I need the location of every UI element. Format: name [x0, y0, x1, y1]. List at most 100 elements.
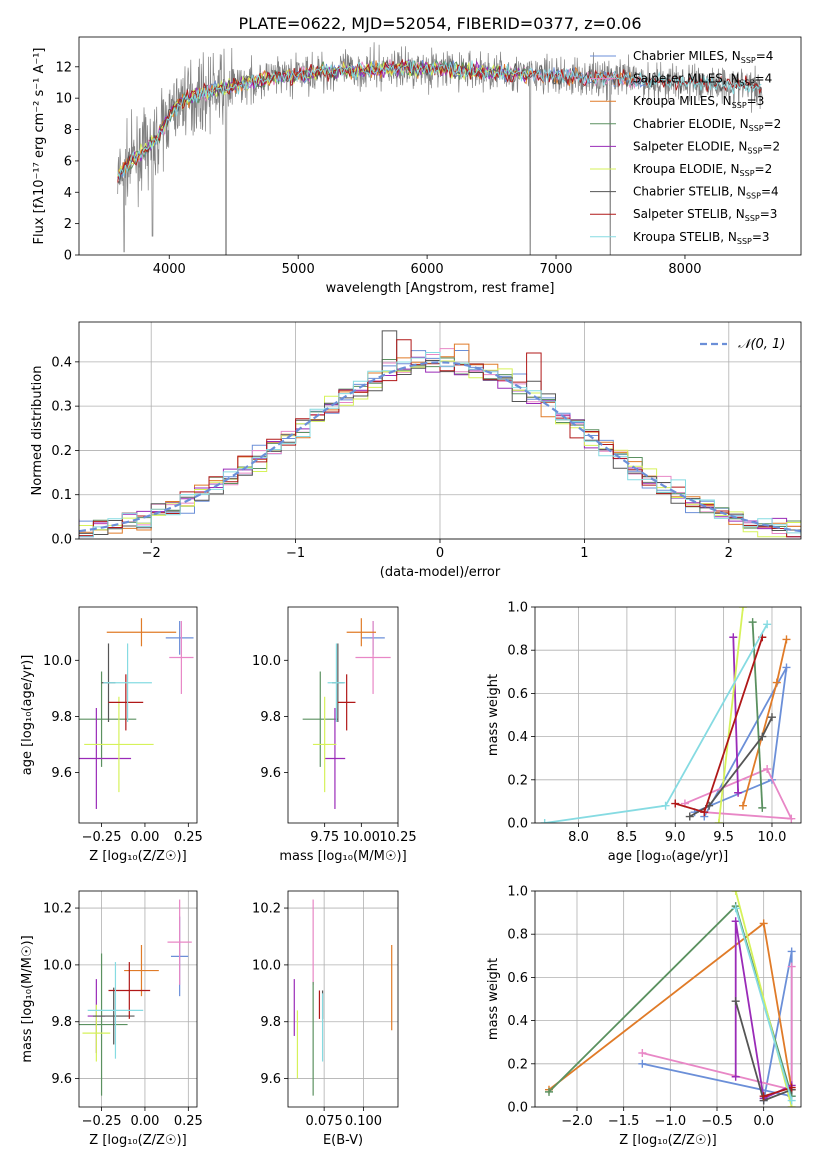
legend: Chabrier MILES, NSSP=4 Salpeter MILES, NS… [590, 49, 781, 246]
weight-marker-kroupa_stelib [787, 1096, 796, 1105]
figure-title: PLATE=0622, MJD=52054, FIBERID=0377, z=0… [238, 14, 641, 33]
y-tick-label: 4 [64, 186, 72, 201]
x-tick-label: 4000 [153, 262, 186, 277]
weight-vs-metallicity-panel: −2.0 −1.5 −1.0 −0.5 0.0 0.0 0.2 0.4 0.6 0.8 1.0 Z [… [486, 885, 802, 1148]
y-tick-label: 10.0 [252, 654, 281, 669]
x-tick-label: −0.5 [701, 1114, 733, 1129]
weight-line-salpeter_miles [684, 767, 793, 820]
x-tick-label: 8.0 [568, 830, 589, 845]
grid [288, 891, 398, 1107]
y-tick-label: 10.2 [43, 902, 72, 917]
histogram-salpeter_stelib [79, 339, 801, 538]
y-axis-label: Flux [fλ10⁻¹⁷ erg cm⁻² s⁻¹ A⁻¹] [32, 48, 47, 245]
y-tick-label: 9.8 [51, 710, 72, 725]
spectrum-panel: 4000 5000 6000 7000 8000 0 2 4 6 8 10 12 wavelength … [32, 36, 802, 296]
y-tick-label: 10.0 [252, 958, 281, 973]
legend-label: Kroupa MILES, NSSP=3 [633, 94, 764, 110]
x-tick-label: −1.5 [608, 1114, 640, 1129]
plot-area [540, 607, 796, 823]
x-tick-label: 0.0 [753, 1114, 774, 1129]
y-tick-label: 8 [64, 123, 72, 138]
x-tick-label: −0.25 [82, 1114, 122, 1129]
legend-label: Kroupa ELODIE, NSSP=2 [633, 162, 772, 178]
weight-marker-salpeter_stelib [700, 808, 709, 817]
axes-frame [78, 321, 802, 540]
weight-marker-kroupa_miles [759, 919, 768, 928]
ticks: 4000 5000 6000 7000 8000 0 2 4 6 8 10 12 [55, 60, 701, 277]
y-tick-label: 0.1 [51, 488, 72, 503]
x-tick-label: 8000 [668, 262, 701, 277]
x-tick-label: 6000 [411, 262, 444, 277]
x-axis-label: age [log₁₀(age/yr)] [608, 849, 729, 864]
weight-line-kroupa_stelib [734, 908, 793, 1101]
legend-label: Chabrier STELIB, NSSP=4 [633, 185, 779, 201]
y-axis-label: mass weight [486, 958, 501, 1040]
legend-label: Kroupa STELIB, NSSP=3 [633, 230, 770, 246]
y-tick-label: 0.6 [507, 687, 528, 702]
x-tick-label: 0.100 [345, 1114, 382, 1129]
x-tick-label: 0.25 [174, 1114, 203, 1129]
y-tick-label: 1.0 [507, 885, 528, 900]
y-tick-label: 12 [55, 60, 72, 75]
y-tick-label: 0.4 [51, 355, 72, 370]
axes-frame [534, 890, 802, 1108]
y-axis-label: age [log₁₀(age/yr)] [20, 655, 35, 776]
y-tick-label: 2 [64, 217, 72, 232]
x-tick-label: 10.00 [343, 830, 380, 845]
y-tick-label: 0.2 [51, 444, 72, 459]
weight-marker-kroupa_stelib [540, 819, 549, 823]
x-tick-label: 9.5 [713, 830, 734, 845]
mass-vs-ebv-panel: 0.075 0.100 9.6 9.8 10.0 10.2 E(B-V) [252, 890, 399, 1148]
y-tick-label: 0.4 [507, 730, 528, 745]
weight-marker-kroupa_miles [772, 678, 781, 687]
x-tick-label: 0.075 [306, 1114, 343, 1129]
y-tick-label: 9.6 [51, 1072, 72, 1087]
weight-marker-kroupa_elodie [738, 607, 747, 611]
x-tick-label: 2 [725, 546, 733, 561]
y-tick-label: 10.0 [43, 958, 72, 973]
x-tick-label: −2 [142, 546, 161, 561]
model-line-kroupa_stelib [117, 60, 762, 179]
ticks: −2.0 −1.5 −1.0 −0.5 0.0 0.0 0.2 0.4 0.6 0.8 1.0 [507, 885, 774, 1130]
weight-marker-kroupa_stelib [661, 801, 670, 810]
x-tick-label: −1 [286, 546, 305, 561]
x-tick-label: 0.25 [174, 830, 203, 845]
y-tick-label: 9.6 [260, 1072, 281, 1087]
weight-marker-salpeter_miles [787, 814, 796, 823]
weight-marker-kroupa_miles [782, 635, 791, 644]
plot-area [293, 899, 393, 1096]
x-tick-label: 9.0 [665, 830, 686, 845]
plot-area [302, 618, 391, 809]
x-axis-label: mass [log₁₀(M/M☉)] [279, 849, 406, 864]
y-tick-label: 10 [55, 92, 72, 107]
weight-marker-kroupa_miles [738, 801, 747, 810]
x-tick-label: 10.25 [379, 830, 416, 845]
weight-marker-chabrier_elodie [748, 618, 757, 627]
weight-marker-salpeter_elodie [734, 788, 743, 797]
weight-marker-chabrier_miles [787, 947, 796, 956]
weight-marker-kroupa_elodie [731, 891, 740, 895]
legend-label: Salpeter STELIB, NSSP=3 [633, 207, 777, 223]
axes-frame [78, 36, 802, 256]
axes-frame [287, 606, 399, 824]
weight-marker-chabrier_stelib [731, 997, 740, 1006]
y-tick-label: 9.8 [51, 1015, 72, 1030]
y-tick-label: 0.6 [507, 971, 528, 986]
y-axis-label: Normed distribution [30, 366, 45, 496]
y-tick-label: 0.8 [507, 928, 528, 943]
legend-label: Salpeter MILES, NSSP=4 [633, 72, 772, 88]
axes-frame [534, 606, 802, 824]
x-tick-label: 5000 [282, 262, 315, 277]
y-tick-label: 0.4 [507, 1014, 528, 1029]
weight-marker-salpeter_stelib [787, 1083, 796, 1092]
legend-label: Chabrier MILES, NSSP=4 [633, 49, 773, 65]
weight-marker-salpeter_elodie [731, 1072, 740, 1081]
y-tick-label: 0 [64, 249, 72, 264]
ticks: 8.0 8.5 9.0 9.5 10.0 0.0 0.2 0.4 0.6 0.8 1.0 [507, 601, 786, 846]
weight-marker-salpeter_stelib [759, 1092, 768, 1101]
y-tick-label: 0.0 [51, 533, 72, 548]
plot-area [79, 330, 801, 538]
ticks: 9.75 10.00 10.25 9.6 9.8 10.0 [252, 654, 417, 845]
x-tick-label: 7000 [539, 262, 572, 277]
